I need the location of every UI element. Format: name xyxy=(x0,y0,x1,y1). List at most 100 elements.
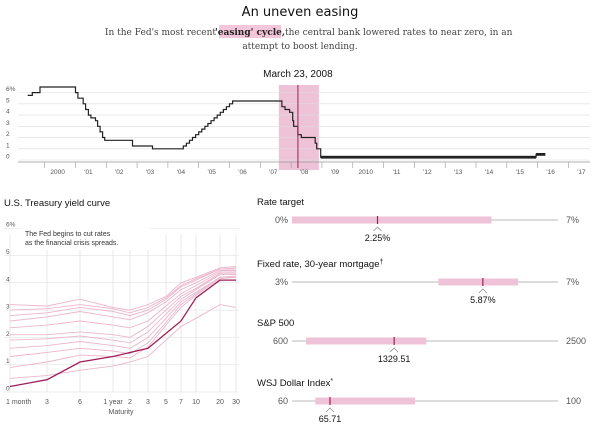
yield-chart-title: U.S. Treasury yield curve xyxy=(4,198,110,209)
yield-curve-faded xyxy=(9,276,237,368)
x-tick-label: 2000 xyxy=(50,169,65,176)
y-tick-label: 6% xyxy=(6,86,16,93)
subtitle: In the Fed's most recent 'easing' cycle,… xyxy=(105,25,513,52)
y-tick-label: 5 xyxy=(6,249,10,256)
x-tick-label: 2010 xyxy=(359,169,374,176)
zero-bound-bar xyxy=(320,155,537,159)
x-tick-label: 1 year xyxy=(103,399,123,406)
x-tick-label: '11 xyxy=(393,169,401,176)
range-label-text: Rate target xyxy=(257,197,304,208)
x-tick-label: '07 xyxy=(269,169,278,176)
range-bar xyxy=(438,278,519,286)
y-tick-label: 4 xyxy=(6,276,10,283)
range-value-caret xyxy=(389,347,399,353)
y-tick-label: 0 xyxy=(6,154,10,161)
x-tick-label: '08 xyxy=(300,169,309,176)
x-tick-label: '04 xyxy=(177,169,186,176)
x-tick-label: 10 xyxy=(192,399,200,406)
date-marker-label: March 23, 2008 xyxy=(263,69,333,80)
range-value-caret xyxy=(325,407,335,413)
y-tick-label: 1 xyxy=(6,358,10,365)
range-label-footnote: * xyxy=(330,378,333,385)
range-label: S&P 500 xyxy=(257,318,294,329)
range-value-label: 5.87% xyxy=(470,295,496,305)
y-tick-label: 3 xyxy=(6,304,10,311)
yield-curve-faded xyxy=(9,304,237,379)
y-tick-label: 5 xyxy=(6,97,10,104)
x-tick-label: 7 xyxy=(179,399,183,406)
x-tick-label: 2 xyxy=(128,399,132,406)
x-tick-label: '05 xyxy=(207,169,216,176)
yield-curve-faded xyxy=(9,267,237,314)
range-value-caret xyxy=(478,288,488,294)
x-tick-label: 6 xyxy=(78,399,82,406)
range-value-label: 2.25% xyxy=(365,233,391,243)
y-tick-label: 1 xyxy=(6,142,10,149)
x-tick-label: 20 xyxy=(216,399,224,406)
x-tick-label: '17 xyxy=(577,169,586,176)
yield-curve-faded xyxy=(10,272,236,338)
x-tick-label: '16 xyxy=(546,169,555,176)
subtitle-highlight-background xyxy=(219,25,281,38)
range-label-text: S&P 500 xyxy=(257,318,294,329)
yield-curve-faded xyxy=(9,268,236,317)
range-bar xyxy=(292,216,492,224)
range-max-label: 7% xyxy=(566,215,579,225)
x-tick-label: 30 xyxy=(232,399,240,406)
x-tick-label: 3 xyxy=(146,399,150,406)
annotation-line-2: as the financial crisis spreads. xyxy=(25,240,118,247)
subtitle-highlight: 'easing' cycle, xyxy=(215,28,285,38)
range-label: Rate target xyxy=(257,197,304,208)
x-tick-label: '13 xyxy=(454,169,463,176)
x-axis-label: Maturity xyxy=(109,409,134,416)
range-label: Fixed rate, 30-year mortgage† xyxy=(257,259,384,270)
yield-curve-faded xyxy=(9,276,236,357)
range-min-label: 600 xyxy=(273,336,288,346)
range-max-label: 7% xyxy=(566,277,579,287)
yield-curve-chart: U.S. Treasury yield curve 0 1 2 3 4 5 6% The Fed… xyxy=(4,198,240,416)
x-tick-label: '01 xyxy=(84,169,93,176)
range-bar xyxy=(306,337,427,345)
crisis-highlight-band xyxy=(278,85,319,170)
x-tick-label: '02 xyxy=(115,169,124,176)
x-tick-label: '15 xyxy=(516,169,525,176)
y-tick-label: 3 xyxy=(6,120,10,127)
range-label-text: WSJ Dollar Index xyxy=(257,378,331,389)
yield-curve-faded xyxy=(9,271,236,329)
subtitle-line-2: attempt to boost lending. xyxy=(242,42,357,52)
liftoff-bar xyxy=(536,152,546,156)
range-value-caret xyxy=(373,226,382,232)
x-tick-label: 1 month xyxy=(6,399,31,406)
yield-curve-faded xyxy=(9,270,236,322)
subtitle-after: the central bank lowered rates to near z… xyxy=(285,28,513,38)
x-tick-label: 5 xyxy=(164,399,168,406)
range-indicators: Rate target 0% 7% 2.25% Fixed rate, 30-year … xyxy=(257,197,586,424)
x-tick-label: '03 xyxy=(146,169,155,176)
yield-curve-faded xyxy=(9,275,237,349)
fed-rate-line xyxy=(27,86,546,158)
y-tick-label: 0 xyxy=(6,386,10,393)
range-label-footnote: † xyxy=(380,259,384,266)
range-value-label: 1329.51 xyxy=(378,354,411,364)
y-tick-label: 4 xyxy=(6,109,10,116)
yield-curve-highlight xyxy=(9,279,236,388)
page-title: An uneven easing xyxy=(242,5,359,20)
range-max-label: 2500 xyxy=(566,336,586,346)
y-tick-label: 2 xyxy=(6,331,10,338)
fed-rate-chart: 0 1 2 3 4 5 6% 2000 '01 '02 '03 '04 '05 '06 '07 '08 '09 2… xyxy=(6,69,590,176)
x-tick-label: 3 xyxy=(45,399,49,406)
x-tick-label: '06 xyxy=(238,169,247,176)
x-tick-label: '09 xyxy=(331,169,340,176)
annotation-line-1: The Fed begins to cut rates xyxy=(25,231,111,238)
range-value-label: 65.71 xyxy=(319,414,342,424)
range-min-label: 60 xyxy=(278,396,288,406)
range-label-text: Fixed rate, 30-year mortgage xyxy=(257,259,380,270)
range-min-label: 3% xyxy=(275,277,288,287)
yield-curve-faded xyxy=(9,274,236,344)
range-bar xyxy=(315,397,416,405)
annotation-background xyxy=(22,226,150,250)
range-label: WSJ Dollar Index* xyxy=(257,378,333,389)
x-tick-label: '12 xyxy=(423,169,432,176)
range-min-label: 0% xyxy=(275,215,288,225)
